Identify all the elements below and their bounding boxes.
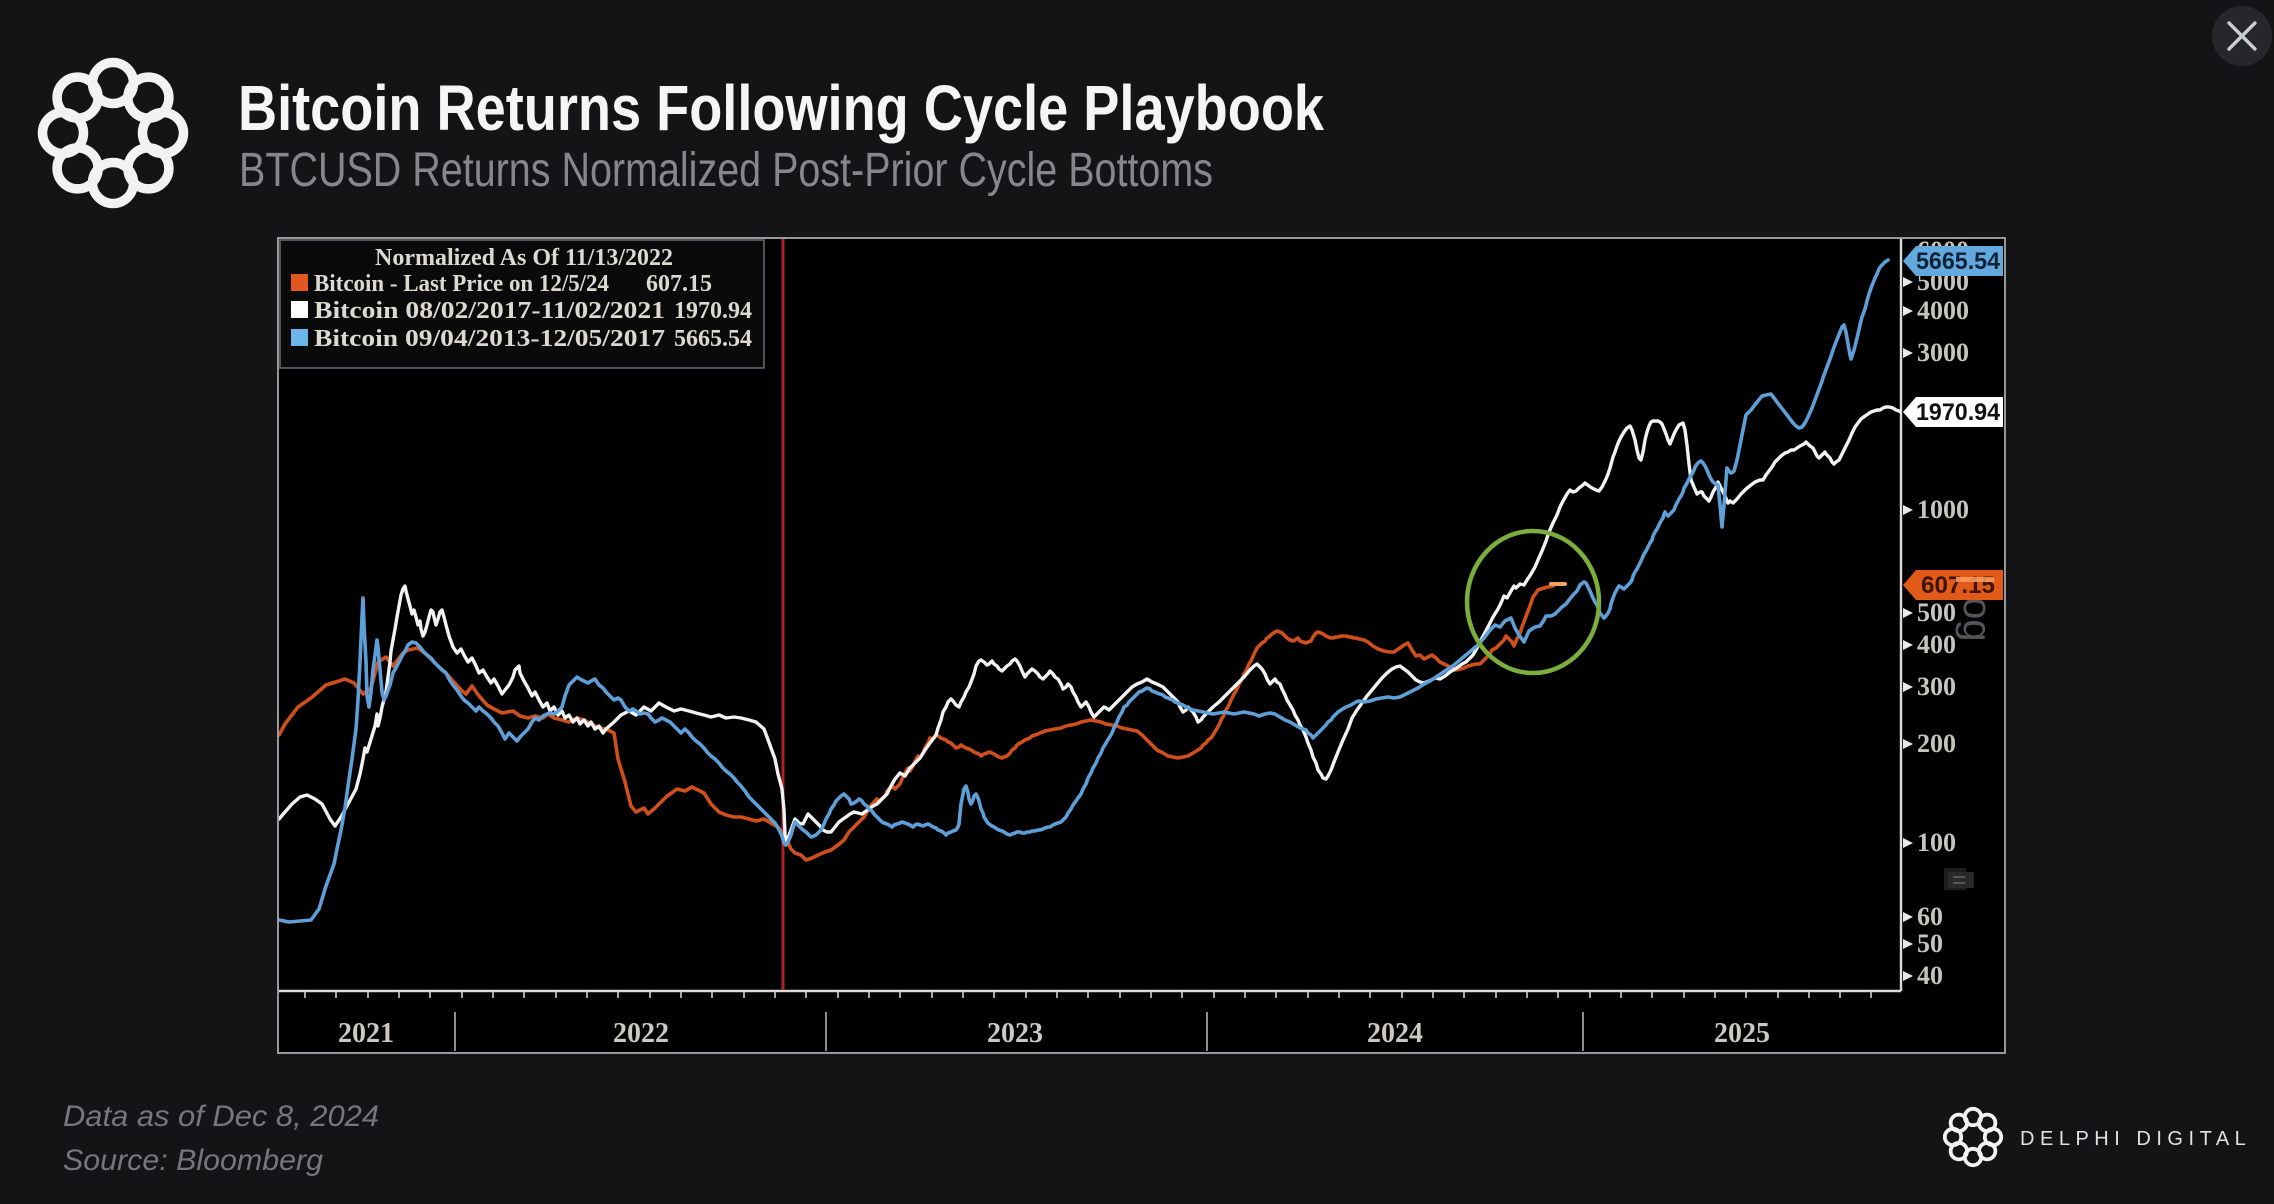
- svg-text:5665.54: 5665.54: [1916, 248, 2001, 275]
- svg-text:Bitcoin 09/04/2013-12/05/2017: Bitcoin 09/04/2013-12/05/2017: [314, 326, 665, 352]
- svg-text:500: 500: [1917, 598, 1956, 627]
- svg-text:2025: 2025: [1714, 1018, 1770, 1049]
- svg-text:Source: Bloomberg: Source: Bloomberg: [63, 1144, 323, 1177]
- svg-text:Bitcoin Returns Following Cycl: Bitcoin Returns Following Cycle Playbook: [238, 72, 1324, 144]
- svg-text:Bitcoin 08/02/2017-11/02/2021: Bitcoin 08/02/2017-11/02/2021: [314, 298, 665, 324]
- svg-text:4000: 4000: [1917, 296, 1969, 325]
- svg-text:1970.94: 1970.94: [674, 298, 752, 324]
- svg-text:Normalized As Of 11/13/2022: Normalized As Of 11/13/2022: [375, 245, 673, 271]
- svg-text:300: 300: [1917, 672, 1956, 701]
- svg-text:1970.94: 1970.94: [1916, 399, 2001, 426]
- svg-text:Bitcoin - Last Price on 12/5: Bitcoin - Last Price on 12/5/24: [314, 271, 609, 297]
- svg-text:1000: 1000: [1917, 495, 1969, 524]
- svg-text:DELPHI DIGITAL: DELPHI DIGITAL: [2020, 1128, 2250, 1150]
- svg-text:Data as of Dec 8, 2024: Data as of Dec 8, 2024: [63, 1100, 379, 1133]
- svg-text:607.15: 607.15: [646, 271, 712, 297]
- svg-text:40: 40: [1917, 961, 1943, 990]
- svg-text:607.15: 607.15: [1921, 572, 1995, 599]
- svg-text:400: 400: [1917, 630, 1956, 659]
- svg-text:200: 200: [1917, 729, 1956, 758]
- svg-text:3000: 3000: [1917, 338, 1969, 367]
- svg-text:60: 60: [1917, 902, 1943, 931]
- svg-text:2024: 2024: [1367, 1018, 1423, 1049]
- svg-text:100: 100: [1917, 828, 1956, 857]
- svg-text:2023: 2023: [987, 1018, 1043, 1049]
- svg-text:50: 50: [1917, 929, 1943, 958]
- svg-text:5665.54: 5665.54: [674, 326, 752, 352]
- svg-text:2021: 2021: [338, 1018, 394, 1049]
- svg-text:BTCUSD Returns Normalized Post: BTCUSD Returns Normalized Post-Prior Cyc…: [239, 144, 1213, 197]
- svg-text:2022: 2022: [613, 1018, 669, 1049]
